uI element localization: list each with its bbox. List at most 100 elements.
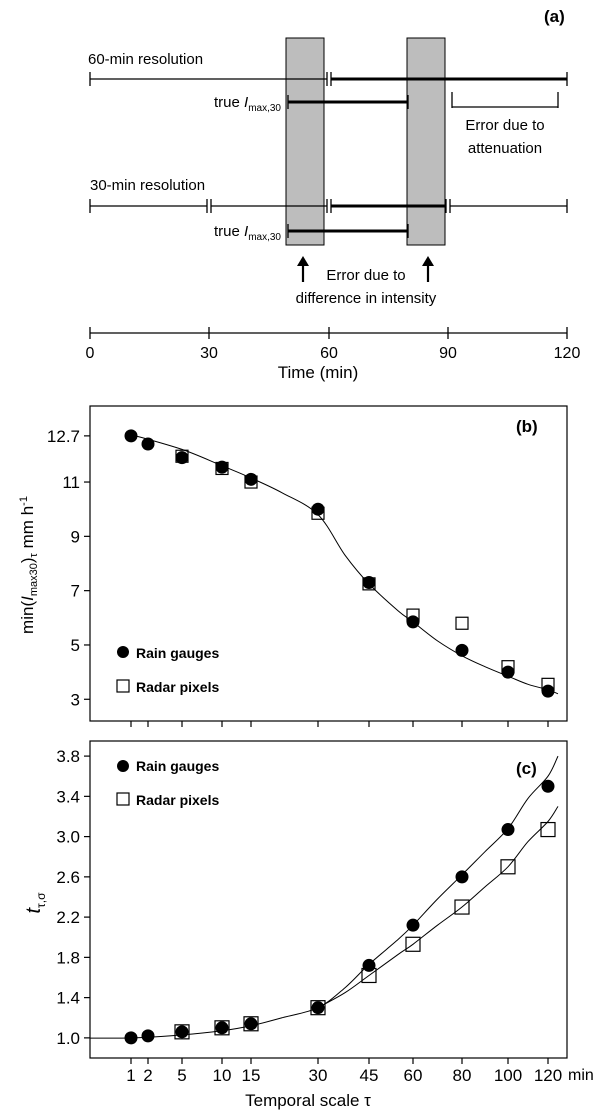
panel-c-xticks: 1 2 5 10 15 30 45 60 80 100 120	[126, 1058, 562, 1085]
panel-c-ytick-label: 1.8	[56, 948, 80, 967]
panel-c-fit-curves	[90, 755, 559, 1039]
panel-c-xtick-label: 1	[126, 1066, 135, 1085]
panel-c-radar-point	[361, 967, 377, 984]
panel-c-radar-point	[310, 1000, 326, 1016]
panel-c-gauge-point	[406, 918, 420, 932]
panel-c-ytick-label: 2.6	[56, 868, 80, 887]
panel-b-gauge-point	[124, 429, 138, 443]
panel-c-gauge-point	[541, 779, 555, 793]
panel-c-radar-point	[243, 1016, 259, 1032]
panel-c-gauge-point	[141, 1029, 155, 1043]
panel-b-ylabel: min(Imax30)τ mm h-1	[18, 496, 40, 634]
panel-c-ytick-label: 3.8	[56, 747, 80, 766]
panel-b-ytick-label: 5	[71, 636, 80, 655]
panel-b-gauge-point	[244, 472, 258, 486]
panel-c-xlabel: Temporal scale τ	[245, 1091, 371, 1110]
panel-c-xtick-label: 2	[143, 1066, 152, 1085]
panel-c-legend-radar-marker	[116, 792, 130, 806]
panel-c-gauge-point	[455, 870, 469, 884]
panel-c-xtick-label: 15	[242, 1066, 261, 1085]
panel-c-xtick-label: 60	[404, 1066, 423, 1085]
panel-c-ytick-label: 1.4	[56, 989, 80, 1008]
panel-b-ytick-label: 12.7	[47, 427, 80, 446]
panel-b-radar-point	[175, 449, 189, 463]
panel-b-xticks	[130, 721, 549, 727]
panel-c-gauge-point	[244, 1017, 258, 1031]
true-imax30-upper	[287, 95, 409, 109]
panel-b-radar-point	[362, 577, 376, 591]
panel-c-xtick-label: 120	[534, 1066, 562, 1085]
true-imax30-lower	[287, 224, 409, 238]
panel-b-legend-radar-marker	[116, 679, 130, 693]
panel-b-gauge-point	[141, 437, 155, 451]
time-tick-90: 90	[439, 345, 457, 362]
panel-c-fit-curve	[90, 755, 559, 1039]
panel-c-gauge-point	[311, 1001, 325, 1015]
attenuation-text-2: attenuation	[468, 140, 542, 157]
panel-a	[89, 37, 568, 339]
time-axis-title: Time (min)	[278, 363, 359, 382]
panel-b-radar-point	[311, 506, 325, 520]
panel-c-radar-point	[214, 1020, 230, 1036]
panel-c-xtick-label: 45	[360, 1066, 379, 1085]
panel-c-ytick-label: 2.2	[56, 908, 80, 927]
panel-c-xunit: min	[568, 1067, 594, 1084]
panel-c-marks	[124, 779, 556, 1045]
panel-b-radar-point	[541, 677, 555, 691]
panel-c-radar-point	[540, 821, 556, 838]
panel-c-radar-point	[174, 1024, 190, 1040]
panel-b-frame	[89, 405, 568, 722]
panel-b-gauge-point	[455, 643, 469, 657]
panel-c-legend-gauges: Rain gauges	[136, 758, 219, 774]
panel-a-label: (a)	[544, 7, 565, 26]
panel-b-fit-curve	[130, 434, 559, 695]
panel-b-legend-gauges: Rain gauges	[136, 645, 219, 661]
attenuation-bracket	[451, 92, 559, 108]
intensity-text-2: difference in intensity	[296, 290, 437, 307]
panel-b-ytick-label: 7	[71, 582, 80, 601]
panel-c-radar-point	[454, 899, 470, 915]
panel-b-gauge-point	[175, 451, 189, 465]
intensity-text-1: Error due to	[326, 267, 405, 284]
attenuation-text-1: Error due to	[465, 117, 544, 134]
panel-c-gauge-point	[362, 958, 376, 972]
panel-b-yticks: 3 5 7 9 11 12.7	[47, 427, 90, 709]
intensity-arrow-right	[422, 256, 434, 282]
panel-b-marks	[124, 429, 555, 698]
panel-c-label: (c)	[516, 759, 537, 778]
panel-c-xtick-label: 80	[453, 1066, 472, 1085]
true-imax30-label-lower: true Imax,30	[214, 223, 281, 243]
panel-c-gauge-point	[175, 1025, 189, 1039]
row-60min-label: 60-min resolution	[88, 51, 203, 68]
panel-b-ytick-label: 3	[71, 690, 80, 709]
panel-c-gauge-point	[215, 1021, 229, 1035]
panel-c-fit-curve	[317, 806, 559, 1009]
time-tick-120: 120	[554, 345, 581, 362]
panel-b-ytick-label: 9	[71, 527, 80, 546]
panel-b-radar-point	[406, 608, 420, 622]
panel-c-radar-point	[500, 859, 516, 875]
panel-b-radar-point	[501, 660, 515, 674]
panel-b-gauge-point	[311, 502, 325, 516]
panel-b-gauge-point	[541, 684, 555, 698]
panel-b-label: (b)	[516, 417, 538, 436]
panel-b-legend-radar: Radar pixels	[136, 679, 219, 695]
true-imax30-label-upper: true Imax,30	[214, 94, 281, 114]
time-tick-60: 60	[320, 345, 338, 362]
row-30min-label: 30-min resolution	[90, 177, 205, 194]
panel-a-text: (a) 60-min resolution 30-min resolution …	[86, 7, 581, 382]
panel-b-legend-gauges-marker	[117, 646, 129, 658]
time-tick-0: 0	[86, 345, 95, 362]
panel-c-ytick-label: 3.4	[56, 787, 80, 806]
panel-c-ytick-label: 1.0	[56, 1029, 80, 1048]
panel-c-frame	[89, 740, 568, 1059]
panel-b-gauge-point	[362, 576, 376, 590]
panel-c-gauge-point	[501, 823, 515, 837]
intensity-arrow-left	[297, 256, 309, 282]
row-30min	[89, 199, 568, 213]
shaded-window-2	[406, 37, 446, 246]
panel-b: 3 5 7 9 11 12.7 (b) min(Imax30)τ mm h-1 Rain …	[18, 405, 568, 727]
panel-c-xtick-label: 10	[213, 1066, 232, 1085]
panel-c-xtick-label: 100	[494, 1066, 522, 1085]
